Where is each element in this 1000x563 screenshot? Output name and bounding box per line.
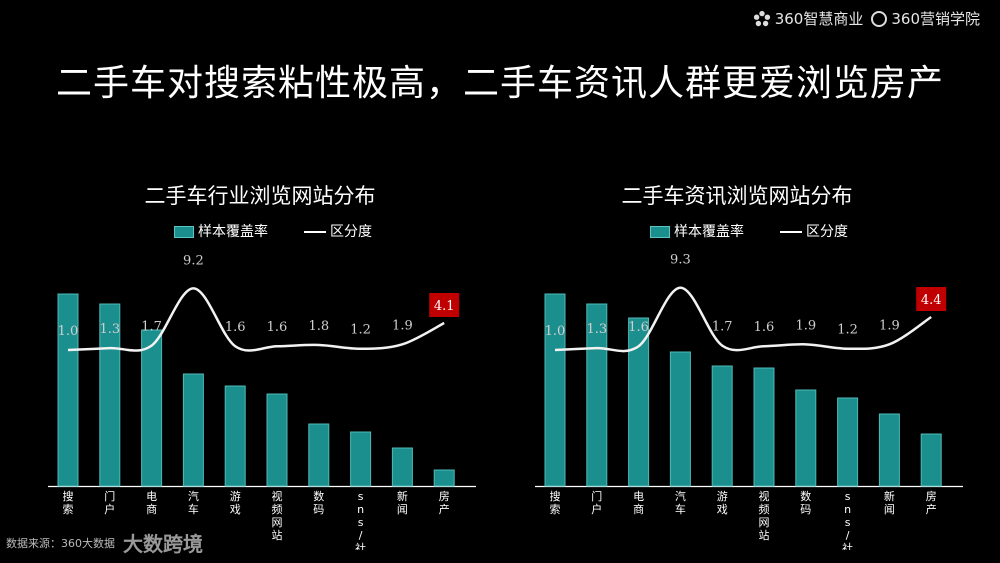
chart1-legend-line: 区分度 [304,221,372,241]
bar [266,393,288,487]
watermark: 大数跨境 [123,532,203,556]
series-line [554,286,932,353]
brand-logos: 360智慧商业 360营销学院 [753,8,980,29]
x-tick-label: 游戏 [717,490,728,516]
legend-bar-label: 样本覆盖率 [198,224,268,240]
data-label: 9.2 [183,253,204,268]
chart2-title: 二手车资讯浏览网站分布 [621,184,853,208]
academy-icon [871,10,888,27]
chart2-legend-bar: 样本覆盖率 [650,221,744,241]
data-label: 1.9 [879,318,900,333]
legend-bar-label: 样本覆盖率 [674,224,744,240]
bar [878,413,900,487]
bar [308,423,330,487]
x-tick-label: 游戏 [230,490,241,516]
bar [391,447,413,487]
bar [433,469,455,487]
legend-bar-swatch [650,226,670,238]
x-tick-label: 电商 [146,490,157,516]
chart2-legend: 样本覆盖率 区分度 [650,221,848,241]
bar [141,329,163,487]
chart2-legend-line: 区分度 [780,221,848,241]
flower-icon [753,10,770,26]
data-label: 1.2 [837,323,858,338]
data-label: 1.6 [267,320,288,335]
bar [837,397,859,487]
bar [350,431,372,487]
brand-logo-360-smart-business: 360智慧商业 [753,8,864,29]
bar [711,365,733,487]
bar [182,373,204,487]
highlight-label-bg [916,287,947,311]
data-source: 数据来源：360大数据 [6,536,115,550]
brand-logo1-text: 360智慧商业 [774,10,864,28]
x-tick-label: 搜索 [63,489,74,516]
bar [753,367,775,487]
x-tick-label: 视频网站 [272,489,283,542]
x-tick-label: sns/社区 [355,490,366,550]
bar [224,385,246,487]
x-tick-label: 数码 [313,490,324,516]
x-tick-label: 新闻 [397,489,408,516]
x-tick-label: 房产 [926,490,937,516]
legend-line-label: 区分度 [330,224,372,240]
legend-line-swatch [304,231,326,233]
data-label: 1.3 [99,322,120,337]
data-label: 1.7 [712,320,733,335]
chart1-legend-bar: 样本覆盖率 [174,221,268,241]
data-label: 1.6 [754,320,775,335]
x-tick-label: 视频网站 [759,489,770,542]
chart1-legend: 样本覆盖率 区分度 [174,221,372,241]
data-label: 1.9 [795,318,816,333]
x-tick-label: 搜索 [550,489,561,516]
x-tick-label: 电商 [633,490,644,516]
bar [57,293,79,487]
data-label: 1.3 [586,322,607,337]
data-label: 4.4 [921,293,942,308]
x-tick-label: 汽车 [675,489,686,516]
x-tick-label: 门户 [104,489,115,516]
brand-logo2-text: 360营销学院 [891,10,980,28]
bar [544,293,566,487]
data-label: 1.7 [141,320,162,335]
x-tick-label: 汽车 [188,489,199,516]
bar [795,389,817,487]
data-label: 1.6 [225,320,246,335]
chart1-title: 二手车行业浏览网站分布 [144,184,376,208]
data-label: 1.0 [545,324,566,339]
bar [920,433,942,487]
series-line [67,287,445,352]
bar [628,317,650,487]
bar [669,351,691,487]
page-title: 二手车对搜索粘性极高，二手车资讯人群更爱浏览房产 [55,63,944,104]
legend-line-swatch [780,231,802,233]
x-tick-label: 门户 [591,489,602,516]
x-tick-label: 数码 [800,490,811,516]
x-tick-label: 房产 [439,490,450,516]
data-label: 1.0 [58,324,79,339]
data-label: 1.8 [308,319,329,334]
x-tick-label: sns/社区 [842,490,853,550]
chart2-plot: 搜索 门户 电商 汽车 游戏 视频网站 数码 sns/社区 新闻 房产 1.0 1.3 1.6 9.3 1.… [535,253,963,550]
x-tick-label: 新闻 [884,489,895,516]
legend-bar-swatch [174,226,194,238]
chart1-plot: 搜索 门户 电商 汽车 游戏 视频网站 数码 sns/社区 新闻 房产 1.0 1.3 1.7 9.2 1.… [48,253,476,550]
highlight-label-bg [429,293,460,317]
brand-logo-360-marketing-academy: 360营销学院 [871,8,980,29]
footer: 数据来源：360大数据 大数跨境 [6,528,203,557]
legend-line-label: 区分度 [806,224,848,240]
data-label: 1.9 [392,318,413,333]
data-label: 1.6 [628,320,649,335]
data-label: 1.2 [350,323,371,338]
data-label: 9.3 [670,253,691,268]
data-label: 4.1 [434,299,455,314]
